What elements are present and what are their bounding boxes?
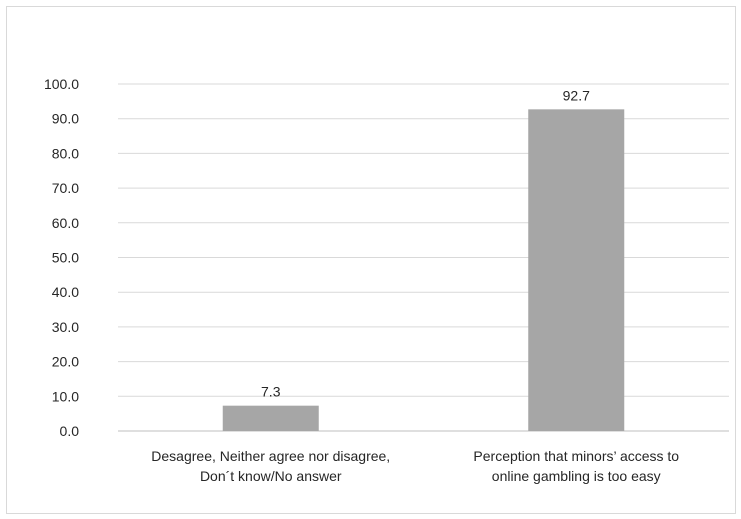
bar	[222, 405, 319, 431]
y-tick-label: 90.0	[52, 111, 79, 127]
y-tick-label: 30.0	[52, 319, 79, 335]
y-tick-label: 50.0	[52, 250, 79, 266]
y-tick-label: 80.0	[52, 145, 79, 161]
y-tick-label: 100.0	[44, 76, 79, 92]
bars	[222, 109, 625, 432]
category-label-line: Desagree, Neither agree nor disagree,	[151, 448, 390, 464]
bar	[528, 109, 625, 432]
category-label: Desagree, Neither agree nor disagree, Don…	[151, 448, 390, 484]
y-tick-label: 40.0	[52, 284, 79, 300]
y-tick-label: 60.0	[52, 215, 79, 231]
gridlines	[118, 83, 729, 432]
category-label-line: Perception that minors’ access to	[473, 448, 679, 464]
y-tick-label: 10.0	[52, 388, 79, 404]
y-axis-tick-labels: 0.0 10.0 20.0 30.0 40.0 50.0 60.0 70.0 80.0 90.0 1…	[44, 76, 79, 439]
data-label: 7.3	[261, 384, 281, 400]
category-label-line: online gambling is too easy	[492, 468, 661, 484]
y-tick-label: 0.0	[60, 423, 80, 439]
data-label: 92.7	[563, 87, 590, 103]
data-labels: 7.3 92.7	[261, 87, 590, 399]
y-tick-label: 20.0	[52, 354, 79, 370]
category-labels: Desagree, Neither agree nor disagree, Don…	[151, 448, 679, 484]
category-label: Perception that minors’ access to online …	[473, 448, 679, 484]
category-label-line: Don´t know/No answer	[200, 468, 342, 484]
y-tick-label: 70.0	[52, 180, 79, 196]
